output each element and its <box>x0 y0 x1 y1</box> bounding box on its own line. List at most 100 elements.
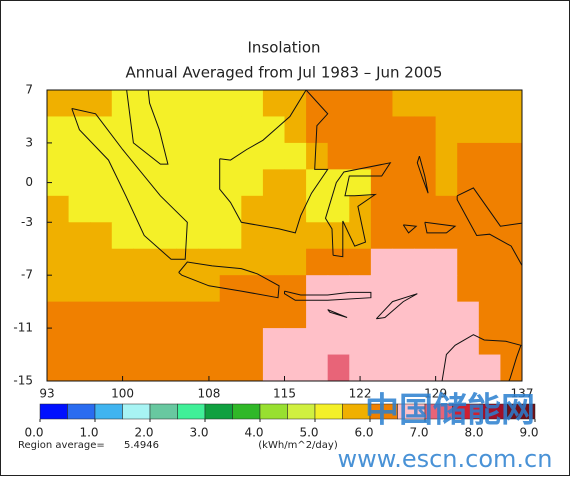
cell <box>47 222 70 250</box>
colorbar-tick-label: 5.0 <box>299 426 318 440</box>
cell <box>478 328 501 356</box>
y-tick-label: 7 <box>25 83 33 97</box>
cell <box>457 328 480 356</box>
cell <box>176 142 199 170</box>
cell <box>327 169 350 197</box>
cell <box>241 354 264 382</box>
cell <box>457 301 480 329</box>
cell <box>414 169 437 197</box>
cell <box>435 248 458 276</box>
cell <box>241 90 264 117</box>
colorbar-swatch <box>67 403 96 420</box>
cell <box>176 301 199 329</box>
cell <box>133 116 156 144</box>
colorbar-tick-label: 2.0 <box>134 426 153 440</box>
cell <box>262 90 285 117</box>
cell <box>414 222 437 250</box>
coastline <box>71 108 188 260</box>
colorbar-tick-label: 4.0 <box>244 426 263 440</box>
cell <box>306 222 329 250</box>
cell <box>349 142 372 170</box>
cell <box>392 354 415 382</box>
cell <box>241 116 264 144</box>
cell <box>370 248 393 276</box>
cell <box>500 116 523 144</box>
cell <box>349 301 372 329</box>
cell <box>392 328 415 356</box>
axes: 93 100 108 115 122 129 137 7 3 0 -3 -7 -11 -15 <box>13 83 533 401</box>
cell <box>154 328 178 356</box>
cell <box>327 275 350 303</box>
cell <box>478 275 501 303</box>
cell <box>370 169 393 197</box>
cell <box>414 142 437 170</box>
cell <box>457 222 480 250</box>
cell <box>478 90 501 117</box>
cell <box>219 248 242 276</box>
units-label: (kWh/m^2/day) <box>258 440 338 451</box>
cell <box>90 275 113 303</box>
cell <box>327 354 350 382</box>
x-tick-label: 115 <box>273 387 296 401</box>
coastline <box>327 309 348 318</box>
cell <box>133 142 156 170</box>
cell <box>262 142 285 170</box>
y-tick-label: 0 <box>25 175 33 189</box>
cell <box>241 275 264 303</box>
cell <box>370 116 393 144</box>
cell <box>154 195 178 223</box>
cell <box>241 195 264 223</box>
cell <box>370 195 393 223</box>
cell <box>111 169 134 197</box>
cell <box>133 169 156 197</box>
cell <box>198 90 221 117</box>
cell <box>111 195 134 223</box>
cell <box>306 354 329 382</box>
cell <box>241 328 264 356</box>
cell <box>90 169 113 197</box>
colorbar-tick-label: 6.0 <box>354 426 373 440</box>
cell <box>198 328 221 356</box>
cell <box>284 328 307 356</box>
cell <box>435 328 458 356</box>
region-average-label: Region average= <box>18 440 105 451</box>
coastline <box>456 187 522 267</box>
cell <box>198 354 221 382</box>
cell <box>198 275 221 303</box>
cell <box>219 301 242 329</box>
cell <box>176 90 199 117</box>
cell <box>306 275 329 303</box>
cell <box>500 275 523 303</box>
cell <box>478 354 501 382</box>
cell <box>414 354 437 382</box>
colorbar-swatch <box>232 403 261 420</box>
cell <box>306 142 329 170</box>
cell <box>500 222 523 250</box>
cell <box>284 248 307 276</box>
cell <box>327 142 350 170</box>
cell <box>154 169 178 197</box>
coastline <box>178 261 280 299</box>
cell <box>392 248 415 276</box>
cell <box>154 301 178 329</box>
cell <box>90 248 113 276</box>
cell <box>47 142 70 170</box>
cell <box>198 248 221 276</box>
cell <box>68 90 91 117</box>
cell <box>478 222 501 250</box>
cell <box>478 301 501 329</box>
cell <box>435 275 458 303</box>
cell <box>241 248 264 276</box>
cell <box>457 142 480 170</box>
cell <box>219 222 242 250</box>
cell <box>90 116 113 144</box>
cell <box>349 195 372 223</box>
cell <box>478 169 501 197</box>
cell <box>284 116 307 144</box>
cell <box>262 328 285 356</box>
cell <box>306 195 329 223</box>
cell <box>198 116 221 144</box>
cell <box>47 354 70 382</box>
cell <box>327 328 350 356</box>
cell <box>457 275 480 303</box>
